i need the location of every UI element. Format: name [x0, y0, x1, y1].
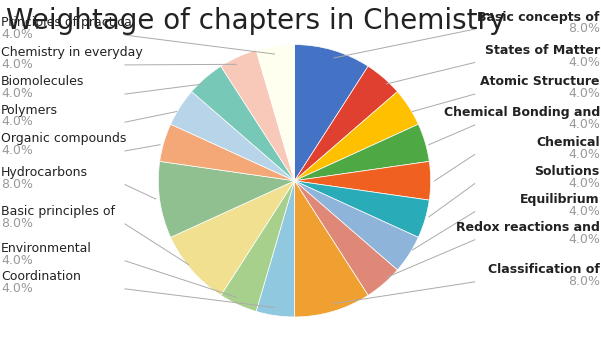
- Text: 4.0%: 4.0%: [1, 87, 33, 100]
- Wedge shape: [294, 45, 368, 181]
- Text: Chemical Bonding and: Chemical Bonding and: [444, 106, 600, 119]
- Text: Biomolecules: Biomolecules: [1, 75, 85, 88]
- Wedge shape: [192, 66, 294, 181]
- Wedge shape: [294, 161, 431, 200]
- Text: Basic principles of: Basic principles of: [1, 205, 115, 218]
- Text: Equilibrium: Equilibrium: [520, 193, 600, 206]
- Wedge shape: [221, 50, 294, 181]
- Text: States of Matter: States of Matter: [484, 44, 600, 57]
- Wedge shape: [158, 161, 294, 237]
- Text: 4.0%: 4.0%: [1, 144, 33, 157]
- Wedge shape: [294, 181, 418, 270]
- Text: 4.0%: 4.0%: [1, 115, 33, 128]
- Text: Organic compounds: Organic compounds: [1, 132, 127, 145]
- Text: 4.0%: 4.0%: [1, 28, 33, 41]
- Text: 4.0%: 4.0%: [568, 177, 600, 190]
- Wedge shape: [221, 181, 294, 311]
- Wedge shape: [160, 124, 294, 181]
- Text: 4.0%: 4.0%: [1, 254, 33, 267]
- Wedge shape: [294, 66, 397, 181]
- Wedge shape: [256, 45, 294, 181]
- Wedge shape: [294, 181, 397, 295]
- Text: Chemistry in everyday: Chemistry in everyday: [1, 46, 143, 59]
- Text: 4.0%: 4.0%: [568, 118, 600, 131]
- Text: 4.0%: 4.0%: [568, 205, 600, 218]
- Text: 4.0%: 4.0%: [568, 148, 600, 161]
- Text: Redox reactions and: Redox reactions and: [456, 221, 600, 234]
- Text: Solutions: Solutions: [534, 165, 600, 178]
- Text: 8.0%: 8.0%: [1, 217, 33, 230]
- Text: 8.0%: 8.0%: [1, 178, 33, 191]
- Text: Classification of: Classification of: [488, 263, 600, 276]
- Text: Polymers: Polymers: [1, 104, 58, 117]
- Text: Atomic Structure: Atomic Structure: [480, 75, 600, 88]
- Wedge shape: [294, 181, 429, 237]
- Wedge shape: [294, 92, 418, 181]
- Text: 4.0%: 4.0%: [568, 56, 600, 69]
- Text: Weightage of chapters in Chemistry: Weightage of chapters in Chemistry: [6, 7, 505, 35]
- Text: Principles of practical: Principles of practical: [1, 16, 136, 29]
- Wedge shape: [171, 181, 294, 295]
- Text: 8.0%: 8.0%: [568, 275, 600, 288]
- Text: 8.0%: 8.0%: [568, 22, 600, 35]
- Text: Coordination: Coordination: [1, 270, 81, 283]
- Text: 4.0%: 4.0%: [1, 58, 33, 71]
- Text: 4.0%: 4.0%: [568, 87, 600, 100]
- Text: Basic concepts of: Basic concepts of: [477, 11, 600, 24]
- Text: 4.0%: 4.0%: [568, 233, 600, 246]
- Wedge shape: [256, 181, 294, 317]
- Wedge shape: [171, 92, 294, 181]
- Wedge shape: [294, 124, 429, 181]
- Text: Environmental: Environmental: [1, 242, 92, 255]
- Wedge shape: [294, 181, 368, 317]
- Text: Chemical: Chemical: [536, 136, 600, 149]
- Text: 4.0%: 4.0%: [1, 282, 33, 295]
- Text: Hydrocarbons: Hydrocarbons: [1, 166, 88, 179]
